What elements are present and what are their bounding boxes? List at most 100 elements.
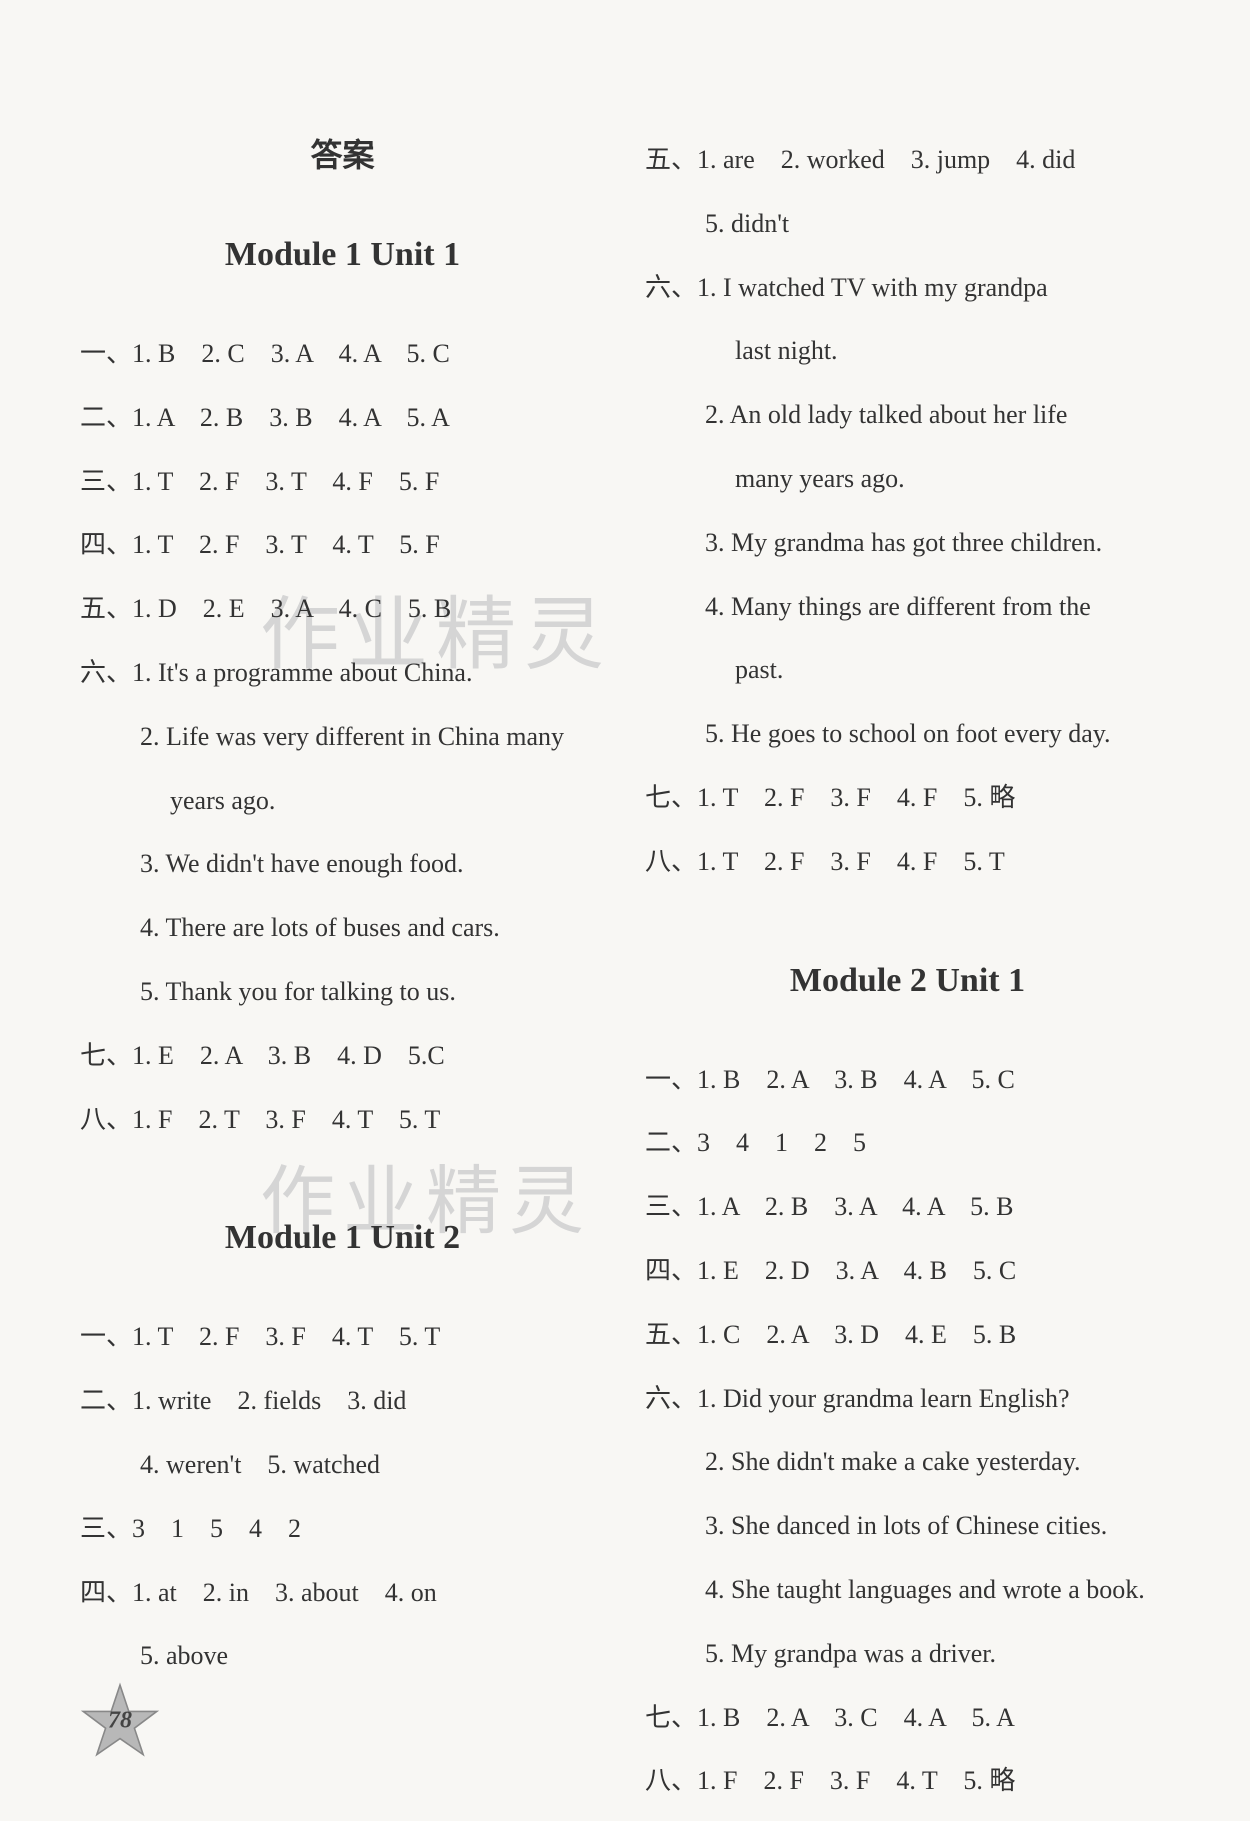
two-column-layout: 答案 Module 1 Unit 1 一、1. B 2. C 3. A 4. A…	[80, 130, 1170, 1815]
answer-row: 八、1. F 2. F 3. F 4. T 5. 略	[645, 1751, 1170, 1811]
answer-row: 三、3 1 5 4 2	[80, 1499, 605, 1559]
answer-row: 一、1. B 2. C 3. A 4. A 5. C	[80, 324, 605, 384]
answer-row: 二、3 4 1 2 5	[645, 1113, 1170, 1173]
answer-text: 2. Life was very different in China many	[140, 722, 564, 751]
unit-title-m1u2: Module 1 Unit 2	[80, 1219, 605, 1257]
answer-text: 1. at 2. in 3. about 4. on	[132, 1578, 437, 1607]
answer-text: 1. write 2. fields 3. did	[132, 1386, 406, 1415]
section-label: 四、	[80, 515, 132, 575]
answer-text: years ago.	[170, 786, 275, 815]
section-label: 五、	[645, 1305, 697, 1365]
answer-row: 5. He goes to school on foot every day.	[645, 704, 1170, 764]
answer-text: 1. are 2. worked 3. jump 4. did	[697, 145, 1075, 174]
section-label: 六、	[80, 643, 132, 703]
answer-text: 2. An old lady talked about her life	[705, 400, 1067, 429]
answer-text: 1. A 2. B 3. B 4. A 5. A	[132, 403, 450, 432]
unit-title-m2u1: Module 2 Unit 1	[645, 962, 1170, 1000]
answers-m1u1: 一、1. B 2. C 3. A 4. A 5. C二、1. A 2. B 3.…	[80, 324, 605, 1149]
section-label: 六、	[645, 1369, 697, 1429]
answers-m2u1: 一、1. B 2. A 3. B 4. A 5. C二、3 4 1 2 5三、1…	[645, 1050, 1170, 1812]
answer-row: 5. Thank you for talking to us.	[80, 962, 605, 1022]
section-label: 二、	[80, 388, 132, 448]
answer-text: 2. She didn't make a cake yesterday.	[705, 1447, 1081, 1476]
answer-row: 六、1. Did your grandma learn English?	[645, 1369, 1170, 1429]
answer-row: 3. She danced in lots of Chinese cities.	[645, 1496, 1170, 1556]
answer-text: 4. Many things are different from the	[705, 592, 1091, 621]
answer-row: 七、1. T 2. F 3. F 4. F 5. 略	[645, 768, 1170, 828]
answer-text: 5. My grandpa was a driver.	[705, 1639, 996, 1668]
answers-m1u2-right: 五、1. are 2. worked 3. jump 4. did 5. didn…	[645, 130, 1170, 892]
answer-row: 四、1. E 2. D 3. A 4. B 5. C	[645, 1241, 1170, 1301]
answer-row: 八、1. T 2. F 3. F 4. F 5. T	[645, 832, 1170, 892]
unit-title-m1u1: Module 1 Unit 1	[80, 236, 605, 274]
answer-text: 1. F 2. T 3. F 4. T 5. T	[132, 1105, 440, 1134]
section-label: 五、	[80, 579, 132, 639]
answer-row: last night.	[645, 321, 1170, 381]
left-column: 答案 Module 1 Unit 1 一、1. B 2. C 3. A 4. A…	[80, 130, 605, 1815]
answer-text: 1. I watched TV with my grandpa	[697, 273, 1048, 302]
answer-text: 5. didn't	[705, 209, 789, 238]
answer-row: 4. Many things are different from the	[645, 577, 1170, 637]
answer-row: 六、1. I watched TV with my grandpa	[645, 258, 1170, 318]
answer-text: 4. She taught languages and wrote a book…	[705, 1575, 1145, 1604]
answer-row: 六、1. It's a programme about China.	[80, 643, 605, 703]
answer-text: 3 4 1 2 5	[697, 1128, 866, 1157]
answer-row: 3. My grandma has got three children.	[645, 513, 1170, 573]
answer-text: past.	[735, 655, 783, 684]
answer-row: 七、1. E 2. A 3. B 4. D 5.C	[80, 1026, 605, 1086]
answer-row: 二、1. write 2. fields 3. did	[80, 1371, 605, 1431]
answer-row: 三、1. A 2. B 3. A 4. A 5. B	[645, 1177, 1170, 1237]
section-label: 一、	[80, 324, 132, 384]
answer-row: 五、1. D 2. E 3. A 4. C 5. B	[80, 579, 605, 639]
answer-text: 1. D 2. E 3. A 4. C 5. B	[132, 594, 451, 623]
answer-text: 1. E 2. D 3. A 4. B 5. C	[697, 1256, 1016, 1285]
answer-row: 3. We didn't have enough food.	[80, 834, 605, 894]
answer-text: 1. C 2. A 3. D 4. E 5. B	[697, 1320, 1016, 1349]
section-label: 八、	[80, 1090, 132, 1150]
section-label: 八、	[645, 1751, 697, 1811]
answer-text: 1. T 2. F 3. F 4. F 5. T	[697, 847, 1005, 876]
answer-text: 1. B 2. C 3. A 4. A 5. C	[132, 339, 450, 368]
section-label: 七、	[80, 1026, 132, 1086]
section-label: 三、	[80, 452, 132, 512]
answer-row: 四、1. T 2. F 3. T 4. T 5. F	[80, 515, 605, 575]
answer-row: 五、1. C 2. A 3. D 4. E 5. B	[645, 1305, 1170, 1365]
answer-text: 4. weren't 5. watched	[140, 1450, 380, 1479]
answer-text: 1. T 2. F 3. T 4. F 5. F	[132, 467, 439, 496]
answer-row: 2. Life was very different in China many	[80, 707, 605, 767]
answer-text: 1. B 2. A 3. C 4. A 5. A	[697, 1703, 1015, 1732]
answer-row: 5. didn't	[645, 194, 1170, 254]
answer-text: 3. My grandma has got three children.	[705, 528, 1102, 557]
answer-row: 4. weren't 5. watched	[80, 1435, 605, 1495]
answer-text: 3. We didn't have enough food.	[140, 849, 463, 878]
answer-row: years ago.	[80, 771, 605, 831]
answer-text: 3 1 5 4 2	[132, 1514, 301, 1543]
answers-m1u2: 一、1. T 2. F 3. F 4. T 5. T二、1. write 2. …	[80, 1307, 605, 1686]
section-label: 一、	[645, 1050, 697, 1110]
answer-row: 4. There are lots of buses and cars.	[80, 898, 605, 958]
section-label: 四、	[80, 1563, 132, 1623]
answer-row: 5. above	[80, 1626, 605, 1686]
right-column: 五、1. are 2. worked 3. jump 4. did5. didn…	[645, 130, 1170, 1815]
answer-text: 1. F 2. F 3. F 4. T 5. 略	[697, 1766, 1015, 1795]
answer-row: 5. My grandpa was a driver.	[645, 1624, 1170, 1684]
answer-text: many years ago.	[735, 464, 905, 493]
section-label: 七、	[645, 768, 697, 828]
answer-row: 2. She didn't make a cake yesterday.	[645, 1432, 1170, 1492]
page-title: 答案	[80, 130, 605, 176]
answer-text: 1. T 2. F 3. F 4. T 5. T	[132, 1322, 440, 1351]
section-label: 五、	[645, 130, 697, 190]
answer-row: 一、1. B 2. A 3. B 4. A 5. C	[645, 1050, 1170, 1110]
page-content: 答案 Module 1 Unit 1 一、1. B 2. C 3. A 4. A…	[80, 130, 1170, 1815]
section-label: 二、	[80, 1371, 132, 1431]
answer-row: 2. An old lady talked about her life	[645, 385, 1170, 445]
answer-row: many years ago.	[645, 449, 1170, 509]
answer-text: 5. Thank you for talking to us.	[140, 977, 456, 1006]
section-label: 四、	[645, 1241, 697, 1301]
answer-row: 一、1. T 2. F 3. F 4. T 5. T	[80, 1307, 605, 1367]
answer-text: 1. It's a programme about China.	[132, 658, 472, 687]
answer-row: 4. She taught languages and wrote a book…	[645, 1560, 1170, 1620]
answer-text: 1. T 2. F 3. F 4. F 5. 略	[697, 783, 1015, 812]
answer-row: past.	[645, 640, 1170, 700]
section-label: 二、	[645, 1113, 697, 1173]
